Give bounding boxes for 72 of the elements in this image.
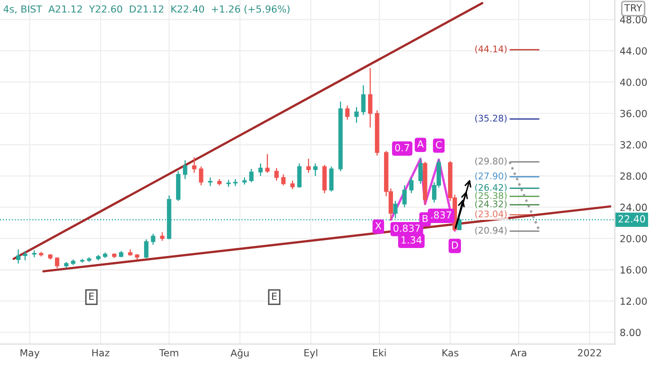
annotation: 0.837 [394, 224, 420, 232]
ref-line-label: (23.04) [475, 210, 507, 218]
candlestick [329, 166, 334, 192]
ref-line-label: 22.40 [618, 215, 646, 223]
ref-line-label: (20.94) [475, 226, 507, 235]
annotation: X [375, 222, 382, 230]
x-tick-label: Eyl [304, 348, 318, 358]
candlestick [54, 256, 60, 269]
y-tick-label: 8.00 [620, 328, 641, 336]
ref-line-label: (44.14) [475, 45, 507, 54]
candlestick [306, 158, 311, 174]
candlestick [313, 162, 318, 176]
candlestick [274, 168, 279, 182]
candlestick [297, 162, 302, 188]
annotation: C [436, 141, 442, 148]
candlestick [182, 160, 188, 180]
annotation: A [417, 140, 424, 148]
candlestick [409, 176, 414, 194]
annotation: E [89, 292, 94, 300]
candlestick [208, 176, 212, 187]
ref-line-label: (27.90) [475, 172, 507, 180]
annotation: B [422, 214, 428, 222]
ref-line-label: (24.32) [475, 200, 507, 208]
y-tick-label: 40.00 [620, 78, 647, 86]
candlestick [354, 106, 359, 124]
candlestick [345, 105, 350, 120]
y-tick-label: 20.00 [620, 234, 647, 242]
y-tick-label: 16.00 [620, 266, 647, 274]
candlestick [418, 158, 423, 184]
text: TRY [624, 4, 642, 12]
x-tick-label: Kas [442, 349, 458, 356]
ref-line-label: (26.42) [475, 184, 507, 192]
candlestick [198, 166, 204, 186]
y-tick-label: 44.00 [620, 47, 647, 55]
candlestick [249, 168, 254, 183]
candlestick [16, 248, 20, 264]
candlestick [150, 233, 156, 246]
annotation: .837 [431, 211, 452, 219]
y-tick-label: 32.00 [620, 141, 647, 148]
candlestick [361, 84, 366, 116]
candlestick [32, 250, 36, 258]
y-tick-label: 36.00 [620, 110, 647, 118]
candlestick [22, 250, 28, 261]
x-tick-label: Eki [373, 348, 386, 356]
chart-title: 4s, BIST A21.12 Y22.60 D21.12 K22.40 +1.26 (+5.96%) [4, 5, 290, 14]
annotation: D [452, 242, 458, 249]
annotation: 0.7 [395, 144, 410, 152]
line-series [390, 158, 456, 232]
y-tick-label: 12.00 [620, 298, 647, 305]
annotation: E [272, 292, 277, 300]
y-tick-label: 48.00 [620, 16, 647, 24]
candlestick [144, 238, 148, 259]
ref-line-label: (29.80) [475, 157, 507, 166]
candlestick [281, 174, 286, 186]
x-tick-label: Ağu [230, 348, 249, 359]
ref-line-label: (35.28) [475, 114, 507, 123]
x-tick-label: Tem [159, 349, 178, 356]
x-tick-label: Haz [92, 349, 110, 356]
candlestick [265, 153, 270, 174]
x-tick-label: 2022 [578, 349, 602, 356]
ref-line-label: (25.38) [475, 192, 507, 200]
candlestick [402, 184, 407, 208]
y-tick-label: 24.00 [620, 204, 647, 212]
candlestick [192, 156, 196, 174]
y-tick-label: 28.00 [620, 172, 647, 180]
x-tick-label: Ara [510, 349, 526, 356]
x-tick-label: May [20, 349, 40, 358]
candlestick [322, 164, 327, 194]
annotation: 1.34 [402, 236, 422, 244]
candlestick [368, 67, 372, 128]
candlestick [258, 162, 263, 176]
candlestick [160, 232, 164, 242]
